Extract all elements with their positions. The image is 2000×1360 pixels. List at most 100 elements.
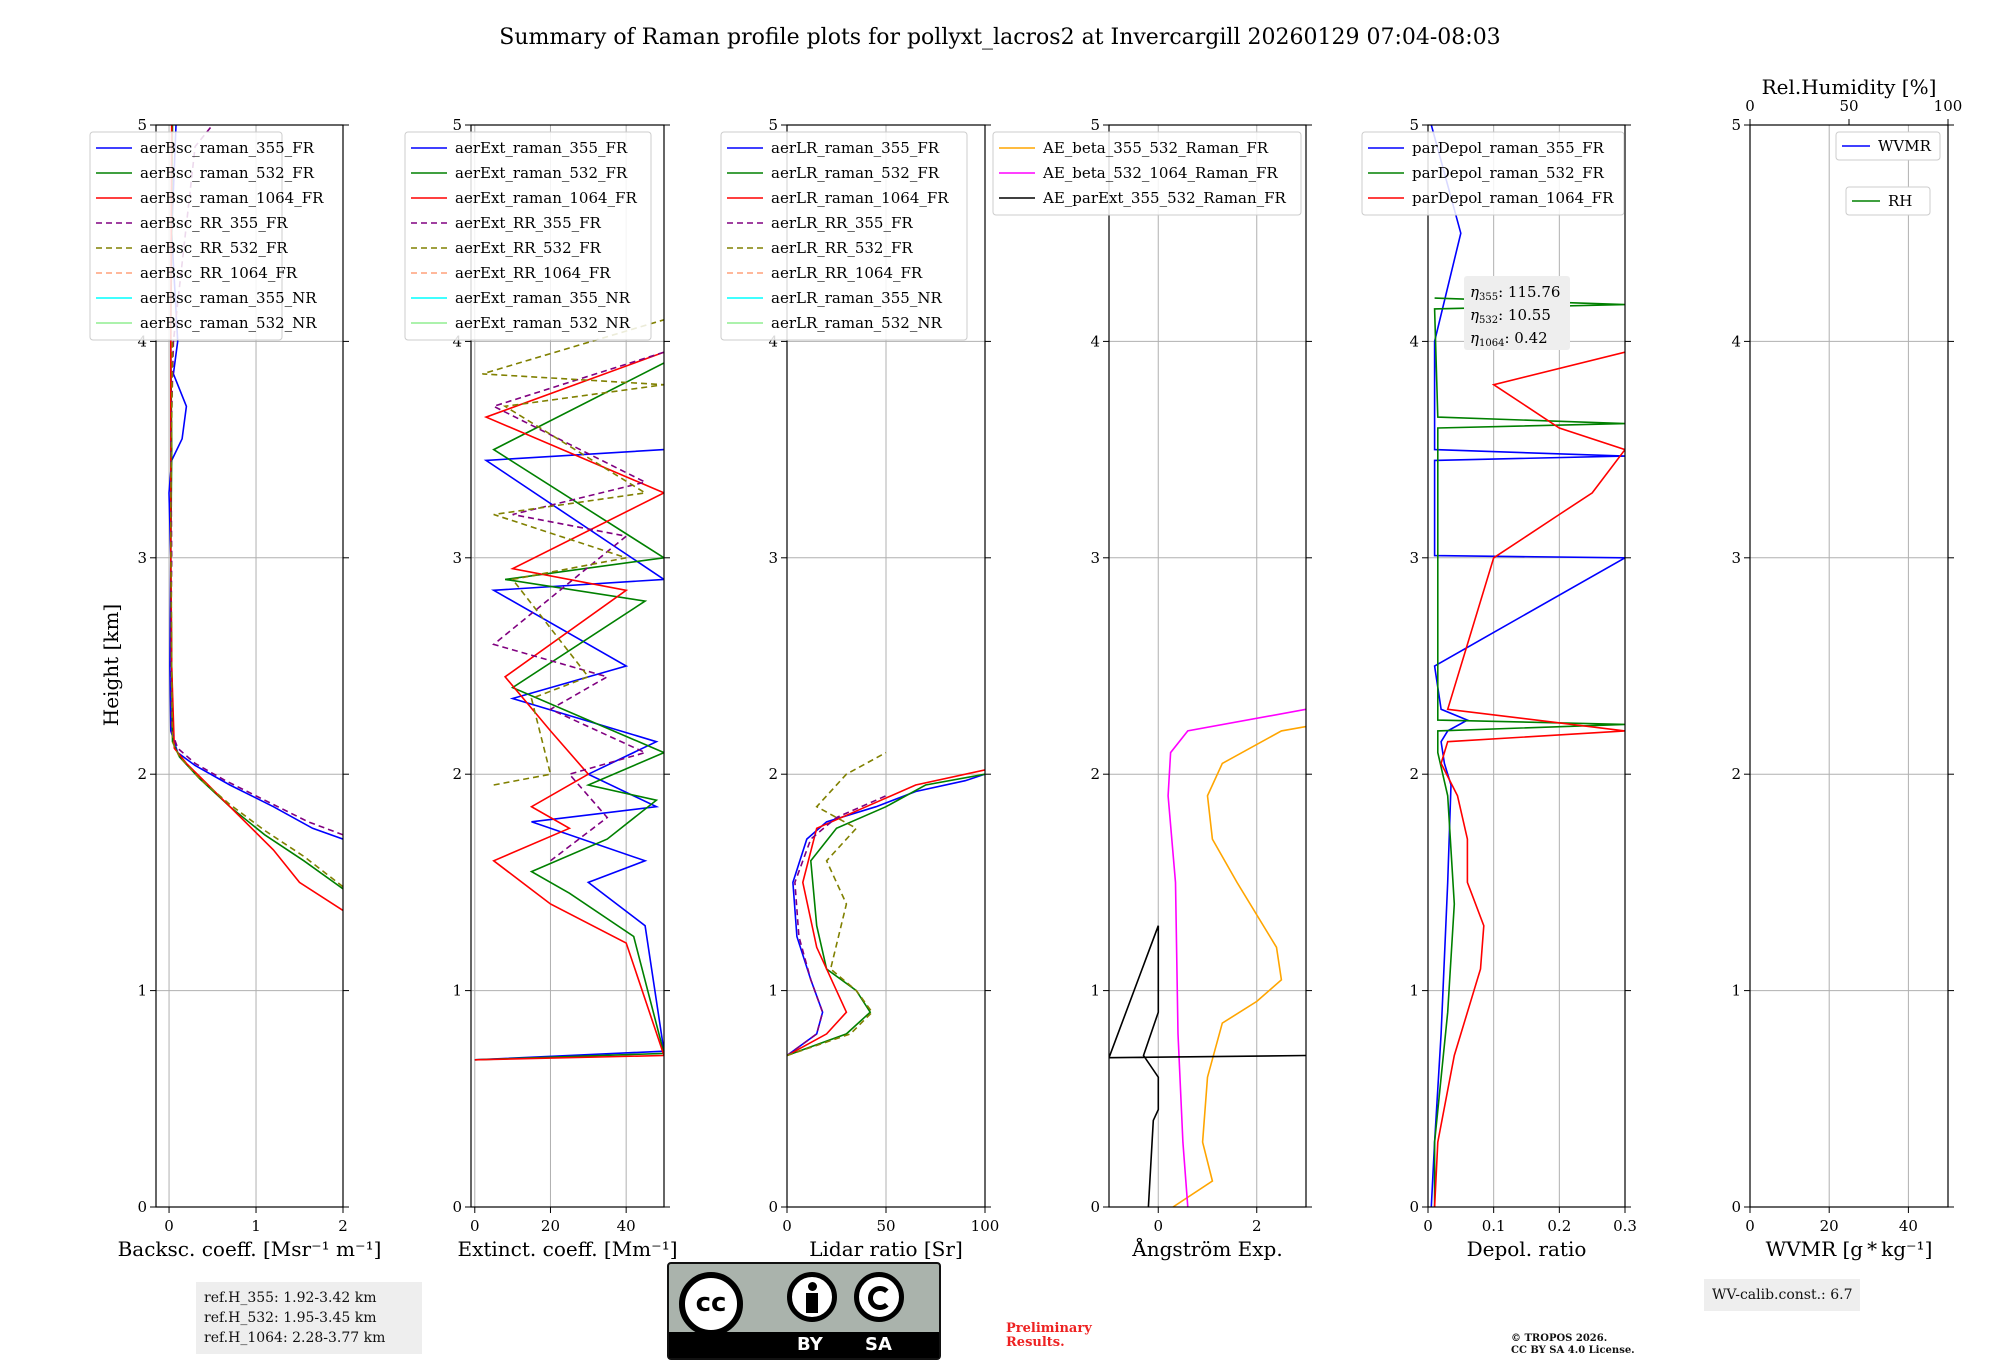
y-tick-label: 4 bbox=[1409, 332, 1419, 350]
series-line-aerExt_raman_532_FR bbox=[474, 362, 664, 1061]
top-x-tick-label: 0 bbox=[1745, 97, 1755, 115]
y-tick-label: 4 bbox=[1731, 332, 1741, 350]
y-tick-label: 2 bbox=[768, 765, 778, 783]
legend-entry: WVMR bbox=[1878, 137, 1932, 155]
y-tick-label: 5 bbox=[137, 116, 147, 134]
legend-depol: parDepol_raman_355_FR parDepol_raman_532_… bbox=[1361, 131, 1625, 216]
legend-entry: aerLR_raman_355_FR bbox=[771, 139, 940, 157]
x-tick-label: 0.1 bbox=[1482, 1217, 1506, 1235]
series-line-aerExt_RR_532_FR bbox=[482, 319, 664, 786]
top-x-tick-label: 50 bbox=[1839, 97, 1858, 115]
legend-entry: parDepol_raman_1064_FR bbox=[1412, 189, 1614, 207]
legend-entry: AE_beta_532_1064_Raman_FR bbox=[1042, 164, 1278, 182]
y-tick-label: 0 bbox=[1409, 1198, 1419, 1216]
series-line-parDepol_raman_532_FR bbox=[1433, 297, 1625, 1207]
legend-angstrom: AE_beta_355_532_Raman_FR AE_beta_532_1064… bbox=[992, 131, 1302, 216]
eta-subscript: 1064 bbox=[1479, 338, 1504, 349]
cc-icon: cc bbox=[679, 1272, 743, 1336]
eta-line: η355: 115.76 bbox=[1470, 283, 1560, 303]
x-tick-label: 0 bbox=[1745, 1217, 1755, 1235]
y-tick-label: 5 bbox=[768, 116, 778, 134]
legend-entry: aerExt_raman_355_NR bbox=[455, 289, 631, 307]
panel-depol: 0 0.1 0.2 0.3 0 1 2 3 4 5 Depol. ratio parDepol_ram… bbox=[1361, 116, 1637, 1261]
figure-title: Summary of Raman profile plots for polly… bbox=[499, 25, 1500, 50]
x-tick-label: 100 bbox=[971, 1217, 1000, 1235]
y-axis-label: Height [km] bbox=[99, 604, 123, 726]
plot-frame bbox=[1749, 124, 1949, 1208]
x-axis-label-extinction: Extinct. coeff. [Mm⁻¹] bbox=[457, 1237, 677, 1261]
series-line-aerExt_raman_355_FR bbox=[474, 448, 664, 1061]
top-x-tick-label: 100 bbox=[1934, 97, 1963, 115]
y-tick-label: 4 bbox=[137, 332, 147, 350]
legend-entry: aerExt_raman_532_NR bbox=[455, 314, 631, 332]
x-tick-label: 0 bbox=[1423, 1217, 1433, 1235]
y-tick-label: 2 bbox=[1090, 765, 1100, 783]
legend-entry: AE_beta_355_532_Raman_FR bbox=[1042, 139, 1269, 157]
y-tick-label: 0 bbox=[452, 1198, 462, 1216]
legend-entry: aerLR_raman_532_FR bbox=[771, 164, 940, 182]
series-group bbox=[168, 125, 343, 912]
y-tick-label: 1 bbox=[1090, 982, 1100, 1000]
y-tick-label: 4 bbox=[1090, 332, 1100, 350]
y-tick-label: 5 bbox=[452, 116, 462, 134]
legend-box bbox=[404, 131, 652, 341]
eta-value: : 0.42 bbox=[1504, 329, 1547, 347]
eta-symbol: η bbox=[1470, 306, 1479, 324]
y-tick-label: 3 bbox=[1409, 549, 1419, 567]
panel-extinction: 0 20 40 0 1 2 3 4 5 Extinct. coeff. [Mm⁻¹] aerExt_… bbox=[404, 116, 678, 1261]
legend-entry: aerExt_RR_355_FR bbox=[455, 214, 602, 232]
y-tick-label: 2 bbox=[1731, 765, 1741, 783]
panel-angstrom: 0 2 0 1 2 3 4 5 Ångström Exp. AE_beta_355_532_Ram… bbox=[992, 116, 1312, 1261]
ref-h-532: ref.H_532: 1.95-3.45 km bbox=[204, 1310, 377, 1326]
legend-entry: aerBsc_RR_355_FR bbox=[140, 214, 288, 232]
eta-subscript: 355 bbox=[1479, 292, 1498, 303]
series-group bbox=[1430, 125, 1625, 1207]
legend-entry: aerLR_raman_1064_FR bbox=[771, 189, 949, 207]
y-tick-label: 4 bbox=[768, 332, 778, 350]
x-tick-label: 2 bbox=[338, 1217, 348, 1235]
y-tick-label: 3 bbox=[768, 549, 778, 567]
series-group bbox=[474, 319, 664, 1061]
y-tick-label: 1 bbox=[452, 982, 462, 1000]
legend-entry: aerBsc_RR_532_FR bbox=[140, 239, 288, 257]
legend-entry: aerExt_RR_1064_FR bbox=[455, 264, 611, 282]
panel-backscatter: 0 1 2 0 1 2 3 4 5 Backsc. coeff. [Msr⁻¹ m⁻¹] aerBs… bbox=[89, 116, 381, 1261]
eta-line: η1064: 0.42 bbox=[1470, 329, 1548, 349]
sa-share-icon bbox=[854, 1272, 904, 1322]
y-tick-label: 1 bbox=[768, 982, 778, 1000]
series-line-aerLR_RR_532_FR bbox=[787, 751, 887, 1057]
legend-box bbox=[992, 131, 1302, 216]
y-tick-label: 0 bbox=[137, 1198, 147, 1216]
series-line-aerLR_raman_532_FR bbox=[787, 773, 985, 1057]
legend-wvmr: WVMR RH bbox=[1835, 131, 1941, 216]
series-line-aerBsc_RR_355_FR bbox=[169, 125, 343, 836]
y-tick-label: 5 bbox=[1090, 116, 1100, 134]
series-line-AE_beta_355_532_Raman_FR bbox=[1172, 725, 1306, 1207]
legend-entry: aerExt_raman_355_FR bbox=[455, 139, 628, 157]
series-line-AE_beta_532_1064_Raman_FR bbox=[1167, 708, 1306, 1207]
y-tick-label: 4 bbox=[452, 332, 462, 350]
series-line-parDepol_raman_355_FR bbox=[1430, 125, 1625, 1207]
y-tick-label: 0 bbox=[1090, 1198, 1100, 1216]
legend-box bbox=[1361, 131, 1625, 216]
legend-entry: aerLR_raman_355_NR bbox=[771, 289, 942, 307]
eta-value: : 115.76 bbox=[1498, 283, 1560, 301]
legend-entry: aerExt_raman_1064_FR bbox=[455, 189, 637, 207]
preliminary-note: Preliminary Results. bbox=[1006, 1321, 1092, 1350]
series-group bbox=[1109, 708, 1306, 1207]
legend-entry: AE_parExt_355_532_Raman_FR bbox=[1042, 189, 1287, 207]
cc-by-sa-logo: cc BY SA bbox=[667, 1262, 941, 1360]
legend-entry: aerExt_raman_532_FR bbox=[455, 164, 628, 182]
series-group bbox=[787, 751, 985, 1057]
x-tick-label: 2 bbox=[1252, 1217, 1262, 1235]
eta-symbol: η bbox=[1470, 329, 1479, 347]
legend-extinction: aerExt_raman_355_FR aerExt_raman_532_FRae… bbox=[404, 131, 652, 341]
ref-h-1064: ref.H_1064: 2.28-3.77 km bbox=[204, 1330, 386, 1346]
series-line-aerExt_raman_1064_FR bbox=[474, 351, 664, 1061]
series-line-aerLR_RR_355_FR bbox=[787, 795, 887, 1057]
x-tick-label: 0 bbox=[164, 1217, 174, 1235]
y-tick-label: 2 bbox=[452, 765, 462, 783]
series-line-aerBsc_RR_532_FR bbox=[169, 341, 343, 888]
legend-entry: aerLR_RR_355_FR bbox=[771, 214, 913, 232]
